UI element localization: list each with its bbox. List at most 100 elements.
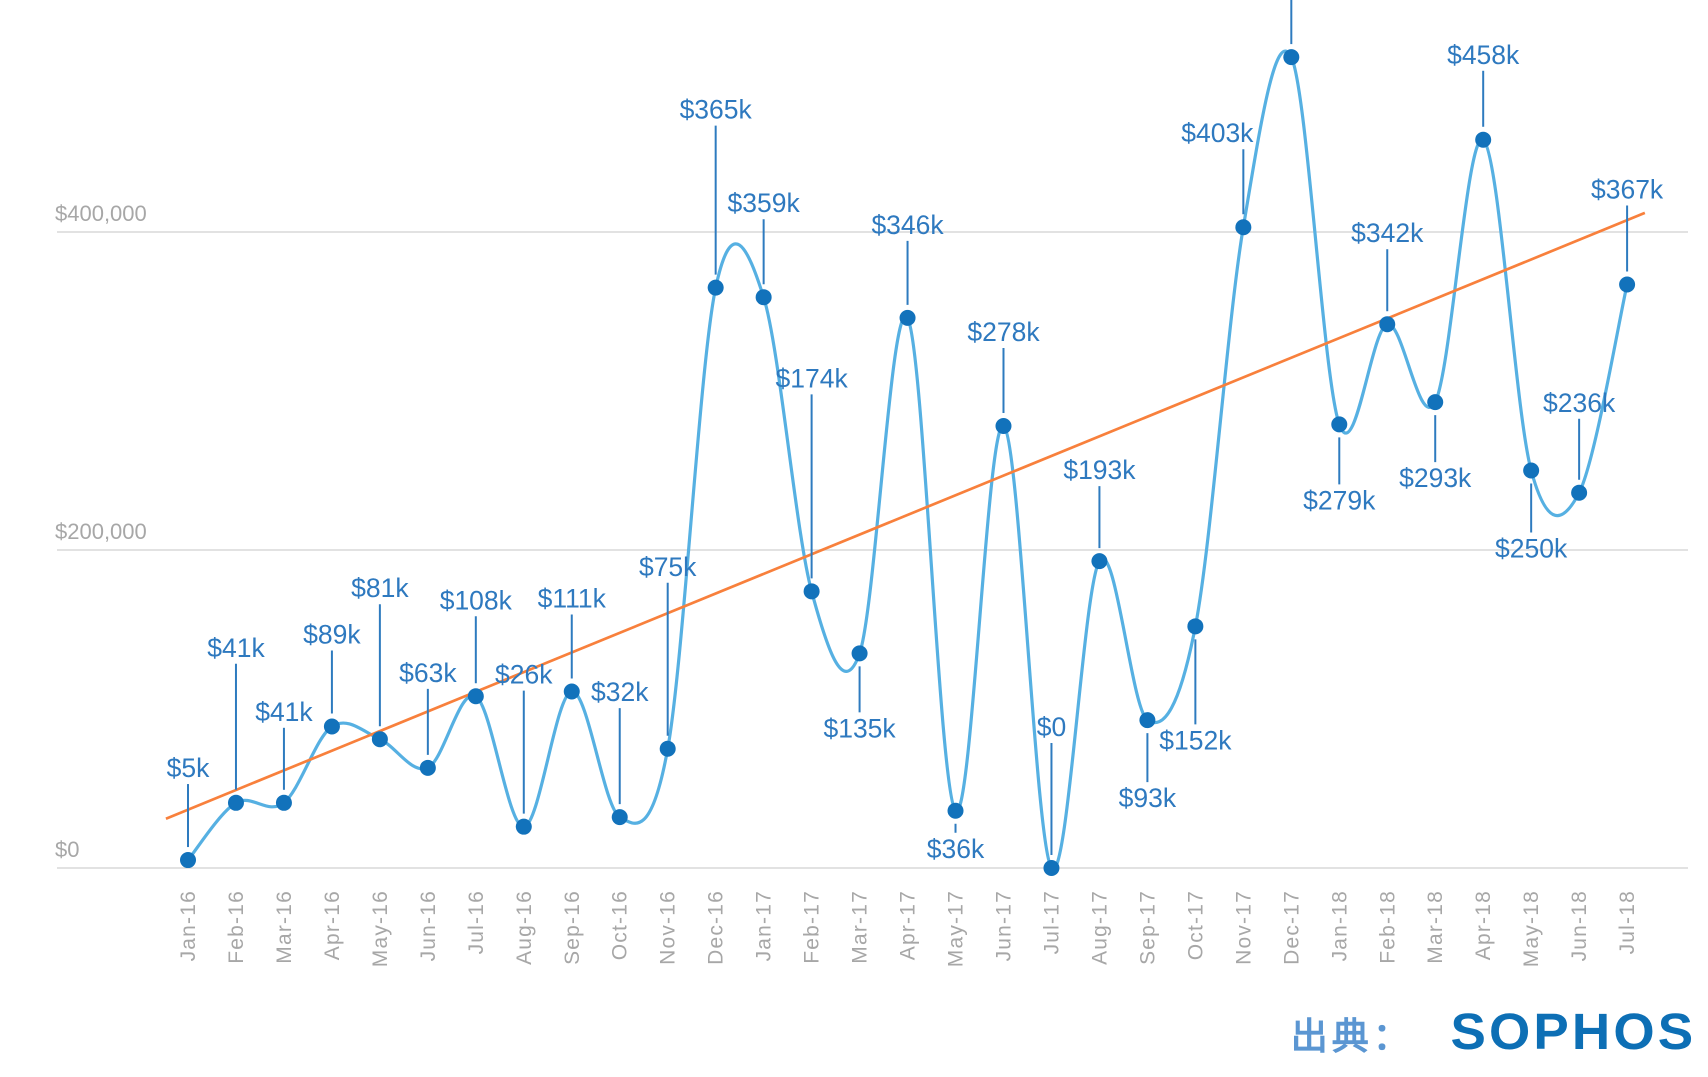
x-axis-tick-label: Mar-16 xyxy=(273,890,296,964)
x-axis-tick-label: Jun-17 xyxy=(992,890,1015,961)
x-axis-tick-label: May-16 xyxy=(369,890,392,967)
data-label: $458k xyxy=(1447,40,1520,70)
data-label: $89k xyxy=(303,619,361,649)
data-point[interactable] xyxy=(1619,276,1636,293)
x-axis-tick-label: Oct-16 xyxy=(609,890,632,960)
data-point[interactable] xyxy=(707,279,724,296)
x-axis-tick-label: Nov-17 xyxy=(1232,890,1255,965)
data-point[interactable] xyxy=(995,417,1012,434)
data-point[interactable] xyxy=(563,683,580,700)
data-label: $135k xyxy=(823,713,896,743)
data-label: $41k xyxy=(207,633,265,663)
data-label: $342k xyxy=(1351,218,1424,248)
data-label: $63k xyxy=(399,658,457,688)
data-label: $41k xyxy=(255,697,313,727)
series-line xyxy=(186,49,1629,871)
source-attribution: 出典： SOPHOS xyxy=(1291,1002,1696,1061)
data-label: $278k xyxy=(967,317,1040,347)
x-axis-tick-label: Nov-16 xyxy=(657,890,680,965)
data-point[interactable] xyxy=(611,809,628,826)
data-label: $0 xyxy=(1037,712,1066,742)
x-axis-tick-label: Feb-18 xyxy=(1376,890,1399,964)
x-axis-tick-label: Jan-16 xyxy=(177,890,200,961)
x-axis-tick-label: Jun-16 xyxy=(417,890,440,961)
data-label: $346k xyxy=(871,210,944,240)
data-point[interactable] xyxy=(755,289,772,306)
data-point[interactable] xyxy=(275,794,292,811)
x-axis-tick-label: Feb-16 xyxy=(225,890,248,964)
x-axis-tick-label: Jul-18 xyxy=(1616,890,1639,954)
x-axis-tick-label: Jun-18 xyxy=(1568,890,1591,961)
source-prefix-label: 出典： xyxy=(1290,1016,1414,1057)
data-point[interactable] xyxy=(1139,712,1156,729)
data-point[interactable] xyxy=(515,818,532,835)
data-label: $250k xyxy=(1495,534,1568,564)
data-point[interactable] xyxy=(1283,49,1300,66)
data-label: $32k xyxy=(591,677,649,707)
x-axis-tick-label: Aug-16 xyxy=(513,890,536,965)
data-label: $152k xyxy=(1159,725,1232,755)
x-axis-tick-label: Apr-16 xyxy=(321,890,344,960)
data-point[interactable] xyxy=(1475,131,1492,148)
data-label: $193k xyxy=(1063,455,1136,485)
data-label: $75k xyxy=(639,552,697,582)
data-label: $174k xyxy=(776,363,849,393)
data-label: $367k xyxy=(1591,174,1664,204)
data-point[interactable] xyxy=(1571,484,1588,501)
x-axis-tick-label: May-18 xyxy=(1520,890,1543,967)
x-axis-tick-label: Sep-17 xyxy=(1136,890,1159,965)
y-axis-tick-label: $400,000 xyxy=(55,201,147,226)
x-axis-tick-label: Jul-16 xyxy=(465,890,488,954)
data-label: $359k xyxy=(728,188,801,218)
x-axis-tick-label: May-17 xyxy=(945,890,968,967)
data-label: $403k xyxy=(1181,118,1254,148)
data-point[interactable] xyxy=(899,309,916,326)
data-label: $108k xyxy=(440,585,513,615)
sophos-logo: SOPHOS xyxy=(1450,1003,1696,1060)
data-point[interactable] xyxy=(227,794,244,811)
data-label: $236k xyxy=(1543,388,1616,418)
data-point[interactable] xyxy=(1379,316,1396,333)
x-axis-tick-label: Jan-17 xyxy=(753,890,776,961)
data-point[interactable] xyxy=(371,731,388,748)
x-axis-tick-label: Mar-17 xyxy=(849,890,872,964)
data-point[interactable] xyxy=(419,759,436,776)
x-axis-tick-label: Feb-17 xyxy=(801,890,824,964)
data-label: $81k xyxy=(351,573,409,603)
data-point[interactable] xyxy=(851,645,868,662)
data-label: $111k xyxy=(538,584,607,614)
data-point[interactable] xyxy=(1091,553,1108,570)
data-point[interactable] xyxy=(1331,416,1348,433)
data-point[interactable] xyxy=(1043,860,1060,876)
y-axis-tick-label: $200,000 xyxy=(55,519,147,544)
data-point[interactable] xyxy=(467,688,484,705)
x-axis-tick-label: Dec-17 xyxy=(1280,890,1303,965)
x-axis-tick-label: Dec-16 xyxy=(705,890,728,965)
x-axis-tick-label: Jul-17 xyxy=(1040,890,1063,954)
data-point[interactable] xyxy=(947,802,964,819)
data-label: $293k xyxy=(1399,463,1472,493)
data-label: $26k xyxy=(495,660,553,690)
data-point[interactable] xyxy=(1523,462,1540,479)
data-point[interactable] xyxy=(803,583,820,600)
y-axis-tick-label: $0 xyxy=(55,837,79,862)
data-point[interactable] xyxy=(659,740,676,757)
data-point[interactable] xyxy=(1187,618,1204,635)
data-point[interactable] xyxy=(323,718,340,735)
data-point[interactable] xyxy=(1235,219,1252,236)
data-label: $36k xyxy=(927,834,985,864)
x-axis-tick-label: Mar-18 xyxy=(1424,890,1447,964)
x-axis-tick-label: Oct-17 xyxy=(1184,890,1207,960)
data-label: $365k xyxy=(680,95,753,125)
x-axis-tick-label: Jan-18 xyxy=(1328,890,1351,961)
trend-line xyxy=(165,211,1646,820)
x-axis-tick-label: Aug-17 xyxy=(1088,890,1111,965)
x-axis-tick-label: Apr-18 xyxy=(1472,890,1495,960)
data-point[interactable] xyxy=(1427,394,1444,411)
data-point[interactable] xyxy=(180,852,196,869)
x-axis-tick-label: Apr-17 xyxy=(897,890,920,960)
data-label: $5k xyxy=(167,753,210,783)
data-label: $279k xyxy=(1303,485,1376,515)
